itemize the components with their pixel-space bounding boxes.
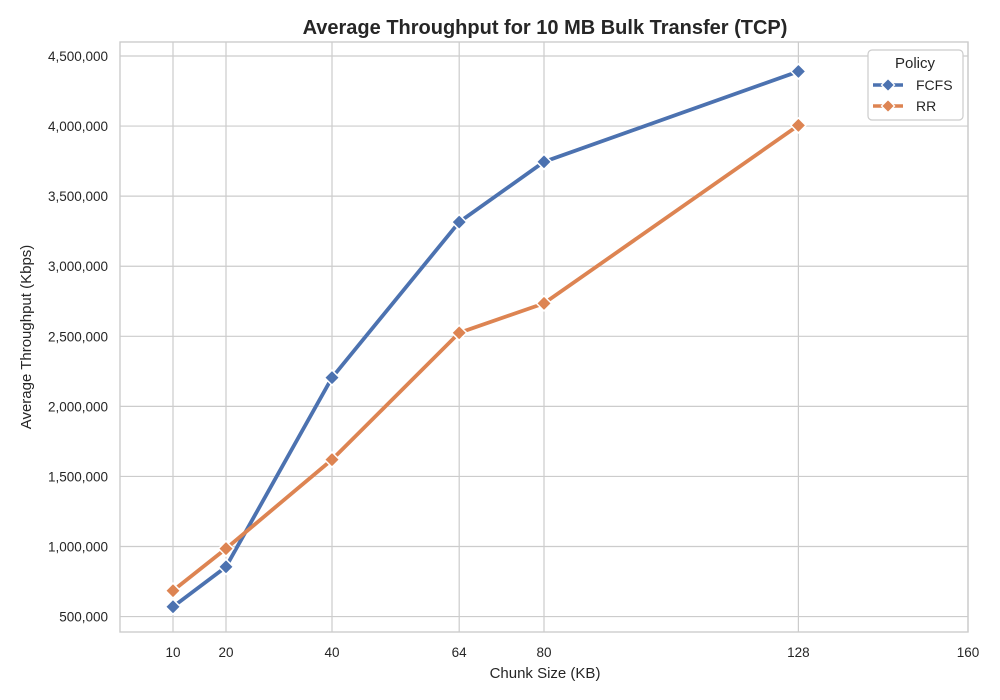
series-line-fcfs (171, 69, 801, 609)
x-tick-label: 80 (536, 645, 551, 660)
series-rr (164, 116, 807, 600)
legend: Policy FCFS RR (867, 49, 964, 121)
series-line-rr (171, 123, 801, 593)
data-point-rr (535, 294, 553, 312)
data-point-rr (789, 116, 807, 134)
legend-marker-rr (880, 98, 896, 114)
x-axis-ticks: 10 20 40 64 80 128 160 (165, 645, 979, 660)
plot-frame (119, 41, 969, 633)
x-tick-label: 40 (324, 645, 339, 660)
x-tick-label: 10 (165, 645, 180, 660)
y-tick-label: 1,500,000 (48, 469, 108, 484)
y-tick-label: 4,500,000 (48, 49, 108, 64)
legend-marker-fcfs (880, 77, 896, 93)
y-tick-label: 2,000,000 (48, 399, 108, 414)
y-tick-label: 2,500,000 (48, 329, 108, 344)
data-point-fcfs (450, 213, 468, 231)
data-point-rr (217, 540, 235, 558)
y-axis-ticks: 500,000 1,000,000 1,500,000 2,000,000 2,500,… (48, 49, 108, 625)
chart-title: Average Throughput for 10 MB Bulk Transf… (303, 17, 788, 39)
legend-label-fcfs: FCFS (916, 77, 953, 93)
y-tick-label: 500,000 (59, 610, 108, 625)
series-layer (164, 62, 807, 616)
data-point-rr (450, 324, 468, 342)
legend-title: Policy (895, 55, 936, 72)
y-tick-label: 3,000,000 (48, 259, 108, 274)
x-tick-label: 160 (957, 645, 980, 660)
grid-lines (120, 42, 969, 632)
x-tick-label: 20 (218, 645, 233, 660)
data-point-fcfs (217, 558, 235, 576)
y-axis-label: Average Throughput (Kbps) (18, 245, 35, 430)
data-point-rr (323, 451, 341, 469)
data-point-fcfs (323, 369, 341, 387)
data-point-rr (164, 582, 182, 600)
series-fcfs (164, 62, 807, 616)
data-point-fcfs (164, 598, 182, 616)
legend-label-rr: RR (916, 98, 936, 114)
y-tick-label: 3,500,000 (48, 189, 108, 204)
data-point-fcfs (535, 153, 553, 171)
y-tick-label: 4,000,000 (48, 119, 108, 134)
x-axis-label: Chunk Size (KB) (490, 665, 601, 682)
x-tick-label: 64 (452, 645, 468, 660)
data-point-fcfs (789, 62, 807, 80)
y-tick-label: 1,000,000 (48, 540, 108, 555)
x-tick-label: 128 (787, 645, 810, 660)
